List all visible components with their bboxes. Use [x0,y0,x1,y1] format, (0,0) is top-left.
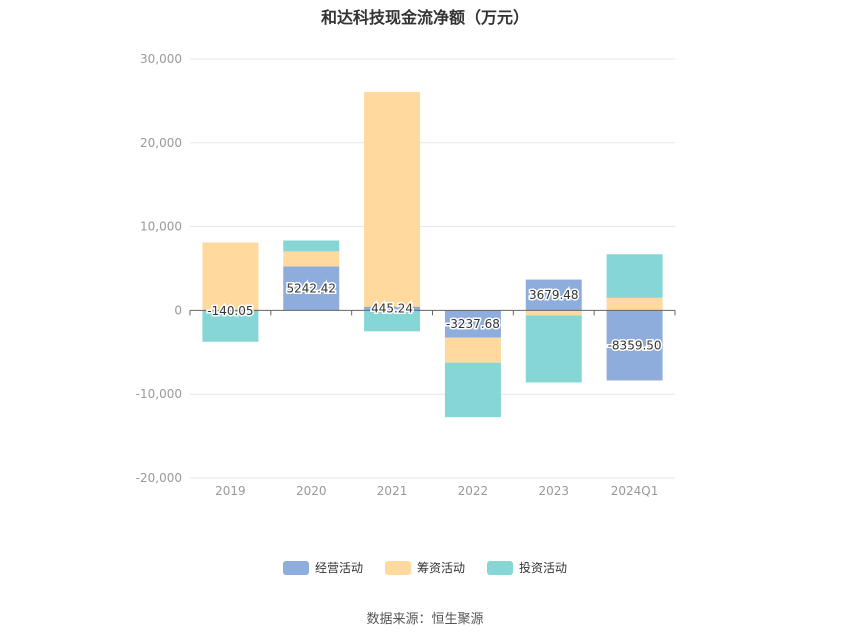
x-tick-label: 2020 [296,484,327,498]
x-tick-label: 2019 [215,484,246,498]
legend-item[interactable]: 投资活动 [487,559,567,576]
bar-investing [202,311,259,342]
y-axis-ticks: 30,000 20,000 10,000 0 -10,000 -20,000 [136,52,182,485]
bar-investing [444,362,501,418]
bar-operating [606,310,663,381]
y-tick-label: 0 [174,303,182,317]
y-tick-label: 30,000 [140,52,182,66]
legend-label: 经营活动 [314,561,363,575]
legend-swatch [487,560,513,575]
legend-swatch [384,560,411,575]
bar-financing [606,297,663,311]
data-label: 5242.42 [286,281,336,295]
bar-financing [283,251,340,267]
y-tick-label: -10,000 [136,387,182,401]
chart-title: 和达科技现金流净额（万元） [320,8,529,27]
legend-label: 筹资活动 [416,561,465,575]
data-labels: -140.05 5242.42 445.24 -3237.68 3679.48 -8359… [206,280,663,354]
bars [202,92,663,418]
bar-investing [283,240,340,252]
bar-operating [364,306,421,311]
x-axis: 2019 2020 2021 2022 2023 2024Q1 [189,309,676,498]
data-label: -3237.68 [446,317,500,331]
legend-label: 投资活动 [519,561,568,575]
bar-operating [525,279,582,311]
data-label: -140.05 [207,304,253,318]
bar-investing [525,315,582,383]
legend-item[interactable]: 筹资活动 [384,559,465,576]
bar-operating [202,310,259,312]
legend-swatch [282,560,309,575]
bar-financing [525,310,582,316]
bar-financing [444,337,501,363]
bar-financing [364,92,421,307]
grid-lines [190,58,675,479]
legend-item[interactable]: 经营活动 [282,559,363,576]
x-tick-label: 2021 [377,484,408,498]
x-tick-label: 2024Q1 [611,484,659,498]
x-tick-label: 2023 [538,484,569,498]
data-label: -8359.50 [608,338,662,352]
data-label: 3679.48 [529,288,579,302]
bar-operating [444,310,501,338]
legend: 经营活动 筹资活动 投资活动 [0,559,850,576]
bar-investing [364,310,421,332]
data-label: 445.24 [371,302,413,316]
y-tick-label: 20,000 [140,136,182,150]
source-note: 数据来源：恒生聚源 [366,612,484,627]
bar-financing [202,242,259,311]
y-tick-label: 10,000 [140,220,182,234]
bar-investing [606,254,663,298]
bar-operating [283,266,340,311]
x-tick-label: 2022 [458,484,489,498]
y-tick-label: -20,000 [136,471,182,485]
